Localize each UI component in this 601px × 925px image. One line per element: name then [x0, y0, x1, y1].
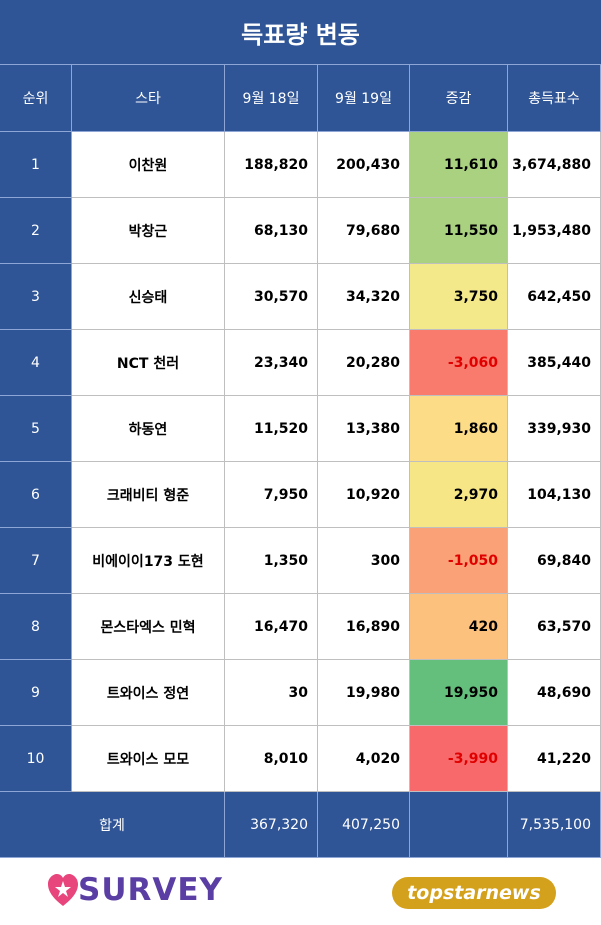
star-cell: 트와이스 모모 [72, 726, 225, 792]
change-cell: -1,050 [410, 528, 508, 594]
rank-cell: 9 [0, 660, 72, 726]
survey-logo: SURVEY [78, 872, 223, 908]
number-cell: 69,840 [508, 528, 601, 594]
change-cell: 11,550 [410, 198, 508, 264]
number-cell: 1,350 [225, 528, 318, 594]
number-cell: 20,280 [318, 330, 410, 396]
total-empty [410, 792, 508, 858]
number-cell: 30 [225, 660, 318, 726]
total-label: 합계 [0, 792, 225, 858]
star-cell: 몬스타엑스 민혁 [72, 594, 225, 660]
number-cell: 63,570 [508, 594, 601, 660]
rank-cell: 10 [0, 726, 72, 792]
number-cell: 3,674,880 [508, 132, 601, 198]
star-cell: 비에이이173 도현 [72, 528, 225, 594]
star-cell: 박창근 [72, 198, 225, 264]
number-cell: 188,820 [225, 132, 318, 198]
rank-cell: 8 [0, 594, 72, 660]
rank-cell: 5 [0, 396, 72, 462]
star-cell: 하동연 [72, 396, 225, 462]
total-cell: 407,250 [318, 792, 410, 858]
rank-cell: 3 [0, 264, 72, 330]
star-cell: 크래비티 형준 [72, 462, 225, 528]
header-cell: 증감 [410, 65, 508, 132]
number-cell: 34,320 [318, 264, 410, 330]
number-cell: 10,920 [318, 462, 410, 528]
number-cell: 13,380 [318, 396, 410, 462]
number-cell: 200,430 [318, 132, 410, 198]
survey-icon [48, 874, 78, 906]
change-cell: 19,950 [410, 660, 508, 726]
header-cell: 순위 [0, 65, 72, 132]
number-cell: 339,930 [508, 396, 601, 462]
header-cell: 스타 [72, 65, 225, 132]
change-cell: 11,610 [410, 132, 508, 198]
number-cell: 16,470 [225, 594, 318, 660]
footer: SURVEY topstarnews [0, 858, 601, 925]
total-cell: 367,320 [225, 792, 318, 858]
number-cell: 23,340 [225, 330, 318, 396]
rank-cell: 6 [0, 462, 72, 528]
number-cell: 104,130 [508, 462, 601, 528]
number-cell: 11,520 [225, 396, 318, 462]
number-cell: 30,570 [225, 264, 318, 330]
star-cell: 이찬원 [72, 132, 225, 198]
title: 득표량 변동 [0, 0, 601, 65]
number-cell: 1,953,480 [508, 198, 601, 264]
number-cell: 4,020 [318, 726, 410, 792]
change-cell: 3,750 [410, 264, 508, 330]
topstarnews-logo: topstarnews [392, 877, 556, 909]
change-cell: 420 [410, 594, 508, 660]
number-cell: 41,220 [508, 726, 601, 792]
header-cell: 9월 18일 [225, 65, 318, 132]
rank-cell: 7 [0, 528, 72, 594]
number-cell: 19,980 [318, 660, 410, 726]
number-cell: 68,130 [225, 198, 318, 264]
star-cell: 신승태 [72, 264, 225, 330]
rank-cell: 1 [0, 132, 72, 198]
change-cell: -3,060 [410, 330, 508, 396]
number-cell: 642,450 [508, 264, 601, 330]
rank-cell: 2 [0, 198, 72, 264]
number-cell: 8,010 [225, 726, 318, 792]
total-cell: 7,535,100 [508, 792, 601, 858]
header-cell: 총득표수 [508, 65, 601, 132]
star-cell: 트와이스 정연 [72, 660, 225, 726]
number-cell: 7,950 [225, 462, 318, 528]
number-cell: 79,680 [318, 198, 410, 264]
header-cell: 9월 19일 [318, 65, 410, 132]
number-cell: 16,890 [318, 594, 410, 660]
star-cell: NCT 천러 [72, 330, 225, 396]
number-cell: 48,690 [508, 660, 601, 726]
number-cell: 385,440 [508, 330, 601, 396]
change-cell: 1,860 [410, 396, 508, 462]
rank-cell: 4 [0, 330, 72, 396]
number-cell: 300 [318, 528, 410, 594]
change-cell: -3,990 [410, 726, 508, 792]
change-cell: 2,970 [410, 462, 508, 528]
